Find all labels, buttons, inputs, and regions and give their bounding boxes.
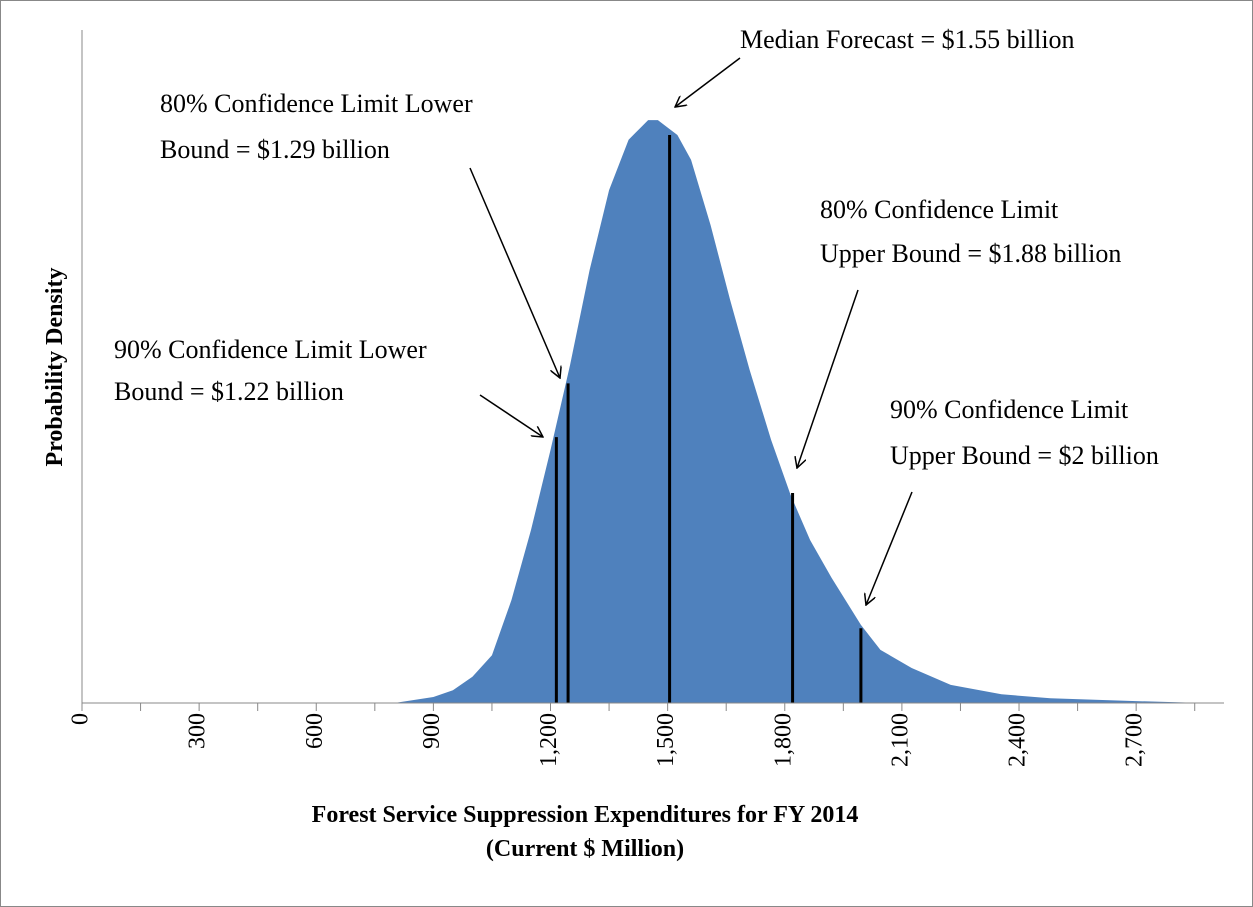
- arrow: [866, 491, 913, 605]
- annotation: Median Forecast = $1.55 billion: [740, 25, 1075, 54]
- x-tick-label: 2,100: [887, 713, 913, 767]
- arrow: [675, 57, 741, 107]
- annotation: Upper Bound = $2 billion: [890, 441, 1159, 470]
- x-tick-label: 1,200: [536, 713, 562, 767]
- annotation: 80% Confidence Limit Lower: [160, 89, 473, 118]
- x-tick-label: 0: [68, 713, 94, 725]
- x-axis-label: Forest Service Suppression Expenditures …: [312, 802, 859, 828]
- annotation: 80% Confidence Limit: [820, 195, 1059, 224]
- arrow: [797, 289, 859, 468]
- x-tick-label: 2,400: [1005, 713, 1031, 767]
- x-axis-label: (Current $ Million): [486, 836, 684, 862]
- arrows: [469, 57, 913, 605]
- arrow: [469, 167, 560, 378]
- x-tick-label: 1,800: [770, 713, 796, 767]
- x-tick-label: 600: [302, 713, 328, 749]
- annotation: 90% Confidence Limit Lower: [114, 335, 427, 364]
- x-tick-label: 300: [185, 713, 211, 749]
- arrow: [479, 394, 543, 437]
- density-area: [82, 120, 1203, 703]
- y-axis-label: Probability Density: [42, 268, 68, 467]
- annotation: 90% Confidence Limit: [890, 395, 1129, 424]
- x-tick-label: 1,500: [653, 713, 679, 767]
- annotation: Bound = $1.22 billion: [114, 377, 344, 406]
- x-tick-label: 900: [419, 713, 445, 749]
- annotation: Upper Bound = $1.88 billion: [820, 239, 1121, 268]
- annotation: Bound = $1.29 billion: [160, 135, 390, 164]
- x-tick-label: 2,700: [1122, 713, 1148, 767]
